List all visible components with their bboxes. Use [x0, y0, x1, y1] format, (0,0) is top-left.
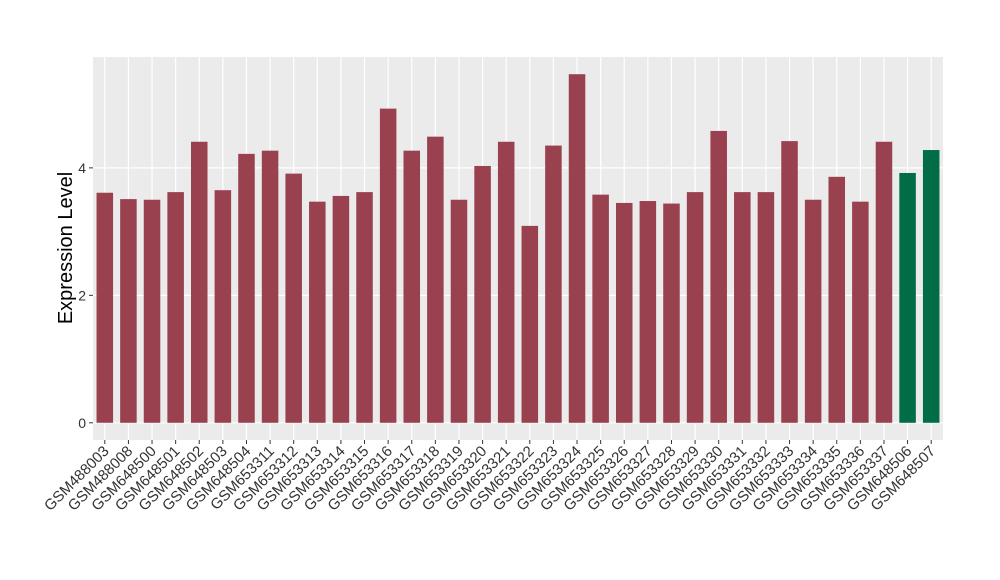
bar [663, 203, 680, 423]
bar [899, 172, 916, 423]
bar [96, 192, 114, 423]
bar [356, 192, 373, 423]
bar [852, 201, 869, 423]
bar [167, 192, 184, 423]
bar [922, 150, 940, 423]
y-tick-label: 0 [78, 415, 86, 431]
bar [545, 145, 562, 423]
bar [497, 141, 515, 423]
bar [875, 141, 893, 423]
bar [214, 190, 232, 423]
bar [143, 199, 161, 423]
bar [190, 141, 208, 423]
bar [238, 153, 255, 423]
bar [686, 192, 704, 423]
bar [828, 176, 846, 423]
bar [261, 150, 279, 423]
bar [379, 108, 397, 423]
bar [427, 136, 444, 423]
y-tick-label: 4 [78, 160, 86, 176]
bar [521, 225, 539, 423]
bar [710, 130, 727, 423]
bar [781, 141, 798, 423]
bar [568, 74, 586, 423]
y-tick-label: 2 [78, 287, 86, 303]
bar [592, 194, 609, 423]
bar [474, 165, 491, 423]
bar [285, 173, 302, 423]
bar [639, 201, 657, 423]
bar [734, 192, 751, 423]
bar [450, 199, 468, 423]
panel [93, 57, 943, 440]
bar [309, 201, 326, 423]
bar [615, 202, 633, 423]
bar [804, 199, 822, 423]
bar [332, 195, 350, 423]
bar [120, 199, 137, 423]
y-axis-title: Expression Level [55, 172, 77, 324]
bar [757, 192, 775, 423]
bar [403, 150, 421, 423]
